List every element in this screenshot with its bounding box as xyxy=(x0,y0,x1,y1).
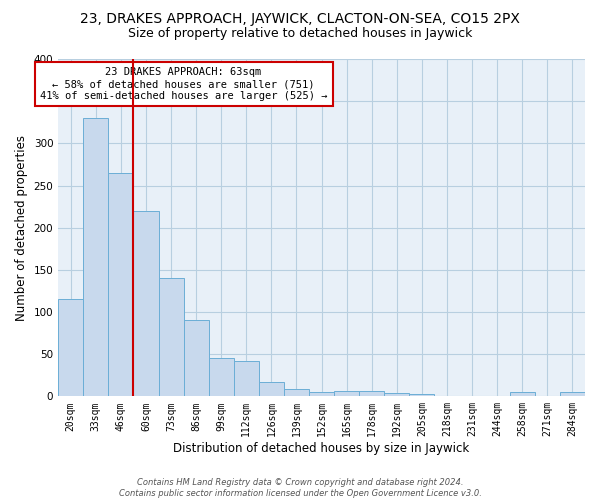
Bar xyxy=(133,211,158,396)
Text: Size of property relative to detached houses in Jaywick: Size of property relative to detached ho… xyxy=(128,28,472,40)
Text: 23, DRAKES APPROACH, JAYWICK, CLACTON-ON-SEA, CO15 2PX: 23, DRAKES APPROACH, JAYWICK, CLACTON-ON… xyxy=(80,12,520,26)
Bar xyxy=(109,173,133,396)
Bar xyxy=(309,392,334,396)
Bar xyxy=(209,358,234,397)
Bar xyxy=(385,393,409,396)
Bar xyxy=(158,278,184,396)
Bar xyxy=(359,392,385,396)
Bar xyxy=(234,361,259,396)
Bar xyxy=(510,392,535,396)
Bar xyxy=(560,392,585,396)
Text: 23 DRAKES APPROACH: 63sqm
← 58% of detached houses are smaller (751)
41% of semi: 23 DRAKES APPROACH: 63sqm ← 58% of detac… xyxy=(40,68,328,100)
X-axis label: Distribution of detached houses by size in Jaywick: Distribution of detached houses by size … xyxy=(173,442,470,455)
Bar xyxy=(184,320,209,396)
Bar xyxy=(58,300,83,396)
Bar xyxy=(259,382,284,396)
Bar xyxy=(334,392,359,396)
Bar xyxy=(409,394,434,396)
Y-axis label: Number of detached properties: Number of detached properties xyxy=(15,134,28,320)
Bar xyxy=(284,388,309,396)
Bar xyxy=(83,118,109,396)
Text: Contains HM Land Registry data © Crown copyright and database right 2024.
Contai: Contains HM Land Registry data © Crown c… xyxy=(119,478,481,498)
